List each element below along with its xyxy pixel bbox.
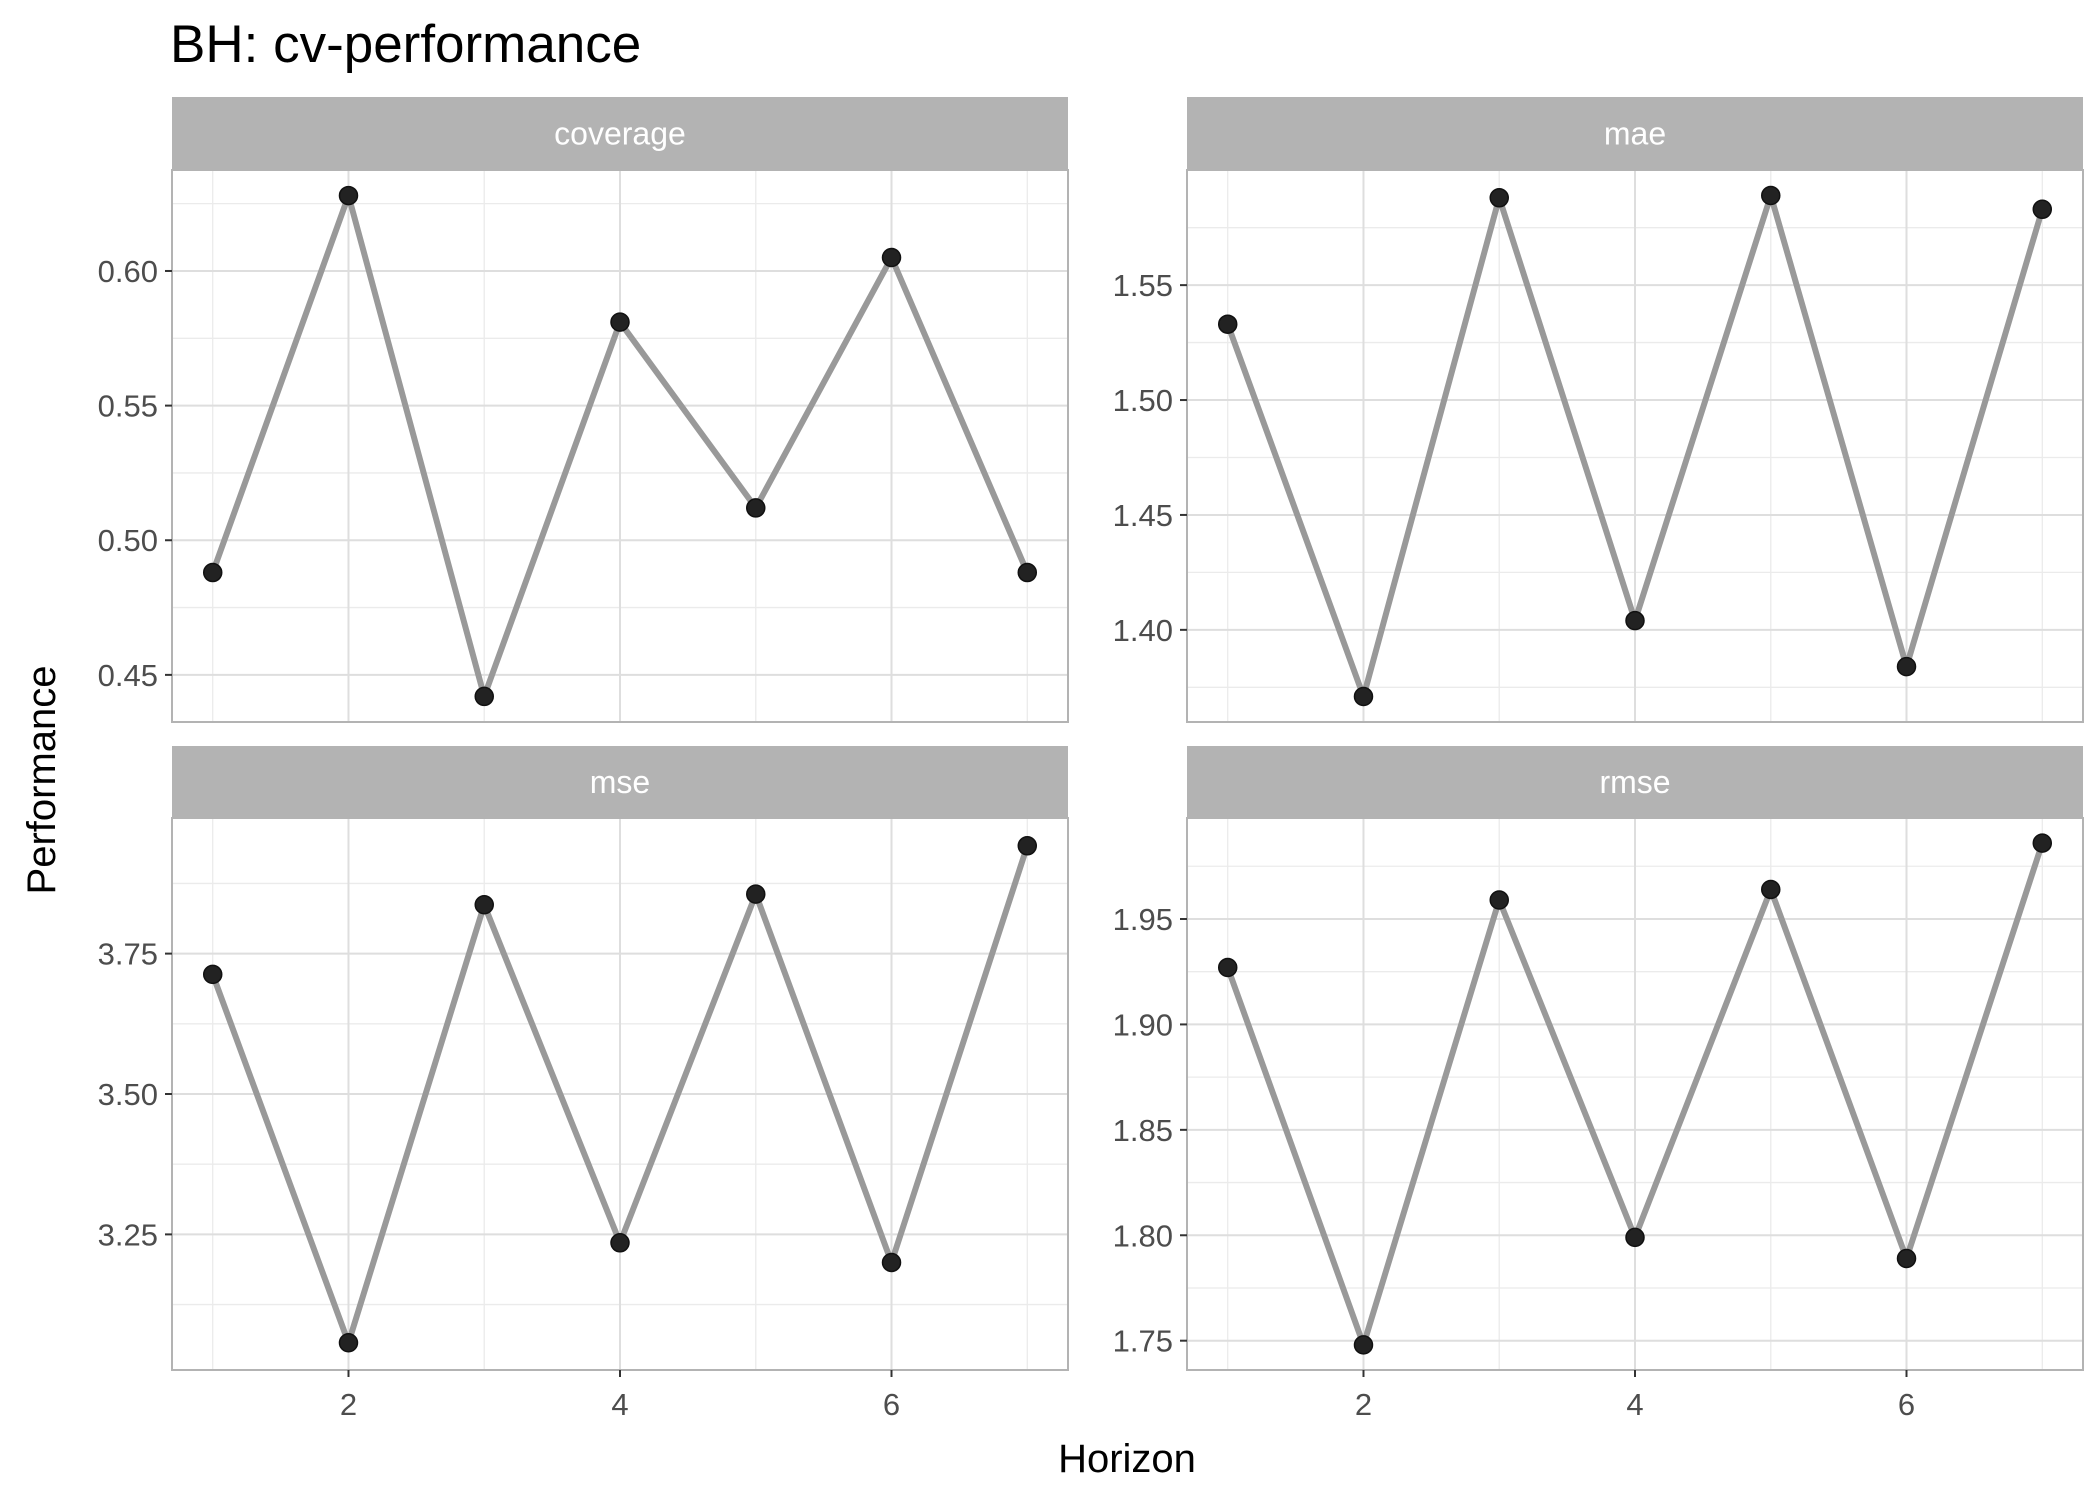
y-tick-label: 1.85: [1113, 1113, 1173, 1148]
panel-rmse: rmse 1.75 1.80 1.85 1.90 1.95 2 4 6: [1113, 746, 2084, 1422]
x-tick-label: 6: [1898, 1387, 1915, 1422]
y-tick-label: 1.55: [1113, 268, 1173, 303]
y-tick-label: 1.80: [1113, 1218, 1173, 1253]
x-tick-label: 6: [883, 1387, 900, 1422]
data-point: [610, 312, 630, 332]
data-point: [1217, 314, 1238, 334]
data-point: [1353, 1335, 1374, 1355]
data-point: [202, 964, 223, 985]
y-tick-label: 1.95: [1113, 902, 1173, 937]
data-point: [1489, 188, 1509, 208]
strip-background: [1187, 746, 2083, 818]
y-tick-label: 1.40: [1113, 613, 1173, 648]
y-tick-label: 0.55: [98, 389, 158, 424]
facet-panels: coverage 0.45 0.50 0.55 0.60 mae 1.40 1.45 1.50 1…: [98, 97, 2084, 1422]
y-axis-title: Performance: [20, 666, 64, 895]
data-point: [2032, 833, 2053, 853]
strip-background: [1187, 97, 2083, 170]
data-point: [1017, 562, 1038, 583]
panel-coverage: coverage 0.45 0.50 0.55 0.60: [98, 97, 1069, 723]
data-point: [474, 686, 494, 707]
data-point: [746, 884, 766, 904]
data-point: [1353, 686, 1374, 707]
data-point: [2032, 199, 2053, 220]
data-point: [881, 1252, 902, 1273]
y-tick-label: 0.45: [98, 658, 158, 693]
data-point: [1217, 957, 1238, 978]
data-point: [1896, 1248, 1917, 1269]
x-tick-label: 4: [1626, 1387, 1643, 1422]
data-point: [1761, 879, 1781, 900]
y-tick-label: 1.75: [1113, 1324, 1173, 1359]
panel-border: [1186, 169, 2084, 723]
strip-label-mse: mse: [590, 764, 650, 800]
data-point: [474, 895, 494, 915]
data-point: [1896, 656, 1917, 677]
strip-label-mae: mae: [1604, 116, 1666, 152]
strip-background: [172, 97, 1068, 170]
y-tick-label: 1.45: [1113, 498, 1173, 533]
panel-mse: mse 3.25 3.50 3.75 2 4 6: [98, 746, 1069, 1422]
data-point: [1625, 1227, 1645, 1248]
strip-label-rmse: rmse: [1599, 764, 1670, 800]
y-tick-label: 3.25: [98, 1217, 158, 1252]
data-point: [881, 247, 902, 268]
panel-mae: mae 1.40 1.45 1.50 1.55: [1113, 97, 2084, 723]
data-point: [1017, 836, 1038, 856]
strip-label-coverage: coverage: [554, 116, 686, 152]
data-point: [202, 562, 223, 583]
data-point: [610, 1233, 630, 1253]
x-tick-label: 4: [611, 1387, 628, 1422]
y-tick-label: 3.75: [98, 937, 158, 972]
panel-border: [171, 169, 1069, 723]
data-point: [338, 1333, 359, 1353]
data-point: [338, 185, 359, 206]
x-axis-title: Horizon: [1058, 1437, 1196, 1481]
y-tick-label: 1.90: [1113, 1007, 1173, 1042]
y-tick-label: 0.60: [98, 254, 158, 289]
data-point: [746, 498, 766, 518]
data-point: [1625, 610, 1645, 631]
y-tick-label: 3.50: [98, 1077, 158, 1112]
x-tick-label: 2: [340, 1387, 357, 1422]
y-tick-label: 1.50: [1113, 383, 1173, 418]
x-tick-label: 2: [1355, 1387, 1372, 1422]
y-tick-label: 0.50: [98, 523, 158, 558]
data-point: [1761, 185, 1781, 206]
strip-background: [172, 746, 1068, 818]
chart-title: BH: cv-performance: [170, 15, 641, 74]
data-point: [1489, 890, 1509, 910]
